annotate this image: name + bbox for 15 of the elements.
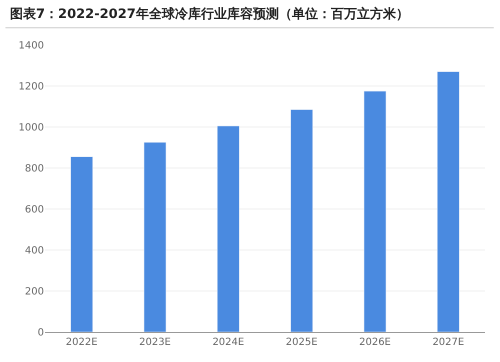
y-tick-label: 1000 [18, 122, 44, 134]
y-tick-label: 1400 [18, 40, 44, 52]
y-tick-label: 1200 [18, 82, 44, 92]
x-tick-label: 2026E [359, 337, 391, 348]
chart-title: 图表7：2022-2027年全球冷库行业库容预测（单位：百万立方米） [10, 6, 409, 22]
y-tick-label: 600 [24, 204, 44, 216]
y-tick-label: 400 [24, 246, 44, 256]
x-tick-label: 2027E [432, 337, 464, 348]
y-tick-label: 0 [38, 328, 44, 338]
x-tick-label: 2025E [286, 337, 318, 348]
x-tick-label: 2023E [139, 337, 171, 348]
y-tick-label: 200 [24, 286, 44, 298]
x-tick-label: 2022E [66, 337, 98, 348]
y-tick-label: 800 [24, 164, 44, 174]
x-tick-label: 2024E [212, 337, 244, 348]
